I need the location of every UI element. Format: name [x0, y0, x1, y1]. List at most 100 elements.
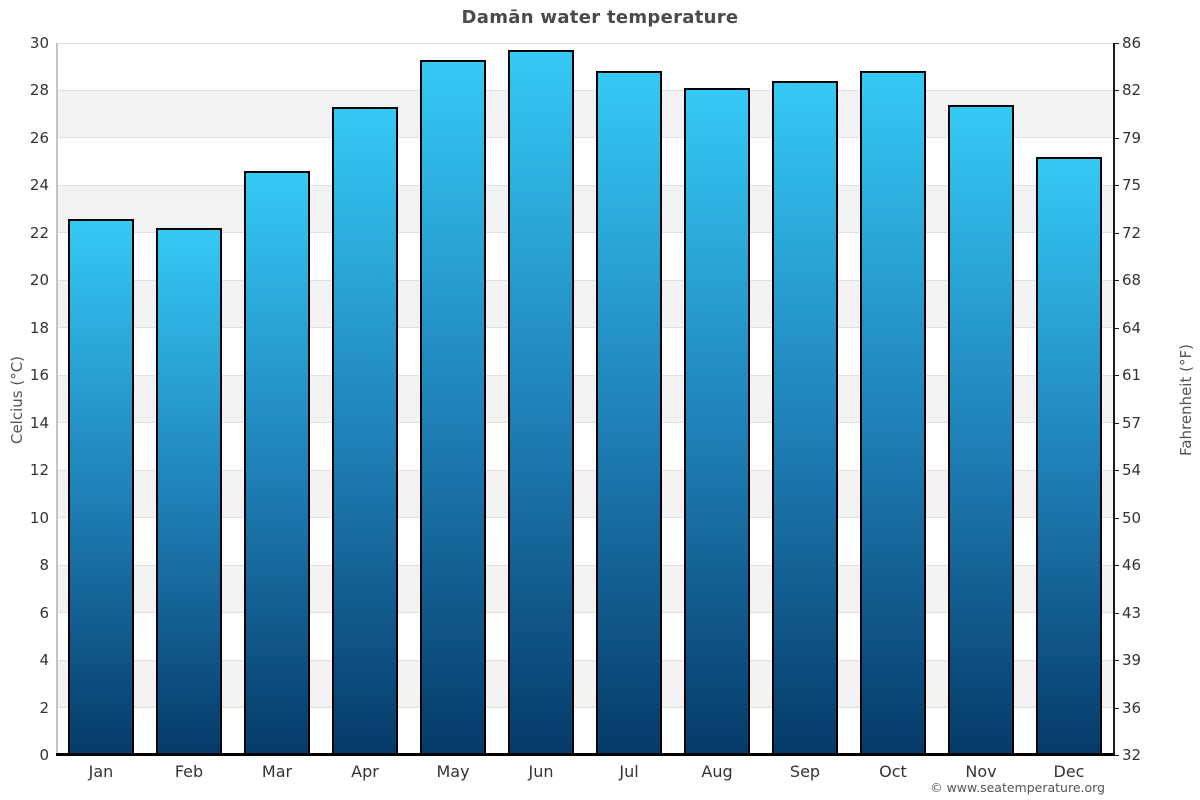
plot-band	[57, 375, 1113, 423]
plot-band	[57, 612, 1113, 661]
month-label-sep: Sep	[789, 762, 821, 781]
fahrenheit-tick-mark	[1113, 517, 1119, 519]
fahrenheit-tick-mark	[1113, 280, 1119, 282]
month-label-aug: Aug	[701, 762, 733, 781]
month-label-oct: Oct	[879, 762, 907, 781]
fahrenheit-tick-mark	[1113, 375, 1119, 377]
celsius-tick-label: 8	[39, 556, 49, 575]
plot-band	[57, 232, 1113, 281]
month-label-jun: Jun	[528, 762, 554, 781]
month-label-mar: Mar	[261, 762, 293, 781]
celsius-tick-label: 26	[29, 128, 49, 147]
plot-band	[57, 707, 1113, 755]
temperature-bar-oct[interactable]	[860, 71, 926, 755]
celsius-tick-label: 2	[39, 698, 49, 717]
chart-title: Damān water temperature	[461, 7, 739, 28]
gridline	[57, 469, 1113, 471]
fahrenheit-tick-label: 82	[1122, 81, 1142, 100]
fahrenheit-tick-label: 86	[1122, 34, 1142, 52]
celsius-tick-label: 24	[29, 176, 49, 195]
fahrenheit-tick-label: 61	[1122, 366, 1142, 385]
gridline	[57, 422, 1113, 424]
plot-band	[57, 660, 1113, 708]
month-label-jul: Jul	[619, 762, 639, 781]
gridline	[57, 327, 1113, 329]
temperature-bar-jul[interactable]	[596, 71, 662, 755]
temperature-bar-sep[interactable]	[772, 80, 838, 755]
temperature-bar-nov[interactable]	[948, 104, 1014, 755]
celsius-tick-label: 14	[29, 413, 49, 432]
fahrenheit-tick-label: 32	[1122, 746, 1142, 764]
plot-band	[57, 470, 1113, 518]
left-axis-line	[56, 43, 58, 755]
celsius-tick-label: 6	[39, 603, 49, 622]
gridline	[57, 137, 1113, 139]
plot-band	[57, 280, 1113, 328]
celsius-tick-label: 0	[39, 746, 49, 764]
plot-band	[57, 43, 1113, 91]
bottom-axis-line	[56, 753, 1115, 756]
fahrenheit-tick-label: 54	[1122, 461, 1142, 480]
month-label-dec: Dec	[1053, 762, 1085, 781]
celsius-tick-label: 28	[29, 81, 49, 100]
plot-band	[57, 137, 1113, 186]
fahrenheit-tick-mark	[1113, 660, 1119, 662]
temperature-bar-jun[interactable]	[508, 50, 574, 755]
plot-area: 0 32 2 36 4 39 6 43 8 46 10 50 12 54 14 57 16 61 18 64 20 68 2…	[30, 34, 1141, 781]
fahrenheit-tick-label: 57	[1122, 413, 1142, 432]
temperature-bar-dec[interactable]	[1036, 156, 1102, 755]
month-label-feb: Feb	[174, 762, 204, 781]
temperature-bar-apr[interactable]	[332, 107, 398, 755]
celsius-tick-label: 10	[29, 508, 49, 527]
fahrenheit-tick-label: 50	[1122, 508, 1142, 527]
plot-band	[57, 185, 1113, 233]
gridline	[57, 89, 1113, 91]
gridline	[57, 374, 1113, 376]
temperature-bar-feb[interactable]	[156, 228, 222, 755]
fahrenheit-tick-label: 75	[1122, 176, 1142, 195]
fahrenheit-tick-label: 36	[1122, 698, 1142, 717]
celsius-tick-label: 4	[39, 651, 49, 670]
fahrenheit-tick-label: 72	[1122, 223, 1142, 242]
fahrenheit-tick-mark	[1113, 43, 1119, 44]
gridline	[57, 517, 1113, 519]
fahrenheit-tick-label: 79	[1122, 128, 1142, 147]
fahrenheit-tick-mark	[1113, 232, 1119, 234]
fahrenheit-tick-mark	[1113, 470, 1119, 472]
gridline	[57, 279, 1113, 281]
gridline	[57, 184, 1113, 186]
celsius-tick-label: 22	[29, 223, 49, 242]
gridline	[57, 232, 1113, 234]
fahrenheit-tick-mark	[1113, 422, 1119, 424]
fahrenheit-tick-label: 68	[1122, 271, 1142, 290]
gridline	[57, 612, 1113, 614]
plot-band	[57, 422, 1113, 471]
plot-band	[57, 327, 1113, 376]
plot-band	[57, 90, 1113, 138]
fahrenheit-tick-mark	[1113, 327, 1119, 329]
fahrenheit-tick-mark	[1113, 137, 1119, 139]
fahrenheit-tick-mark	[1113, 707, 1119, 709]
celsius-tick-label: 18	[29, 318, 49, 337]
plot-band	[57, 565, 1113, 613]
month-label-apr: Apr	[351, 762, 379, 781]
temperature-bar-aug[interactable]	[684, 88, 750, 755]
month-label-may: May	[436, 762, 470, 781]
fahrenheit-tick-mark	[1113, 90, 1119, 92]
fahrenheit-tick-mark	[1113, 565, 1119, 567]
plot-band	[57, 517, 1113, 566]
temperature-bar-mar[interactable]	[244, 171, 310, 755]
gridline	[57, 564, 1113, 566]
copyright-attribution: © www.seatemperature.org	[930, 780, 1105, 795]
fahrenheit-tick-label: 43	[1122, 603, 1142, 622]
fahrenheit-tick-mark	[1113, 612, 1119, 614]
fahrenheit-tick-label: 39	[1122, 651, 1142, 670]
temperature-bar-jan[interactable]	[68, 218, 134, 755]
temperature-bar-may[interactable]	[420, 59, 486, 755]
celsius-tick-label: 20	[29, 271, 49, 290]
celsius-tick-label: 12	[29, 461, 49, 480]
month-label-nov: Nov	[965, 762, 997, 781]
fahrenheit-tick-label: 46	[1122, 556, 1142, 575]
fahrenheit-tick-mark	[1113, 185, 1119, 187]
